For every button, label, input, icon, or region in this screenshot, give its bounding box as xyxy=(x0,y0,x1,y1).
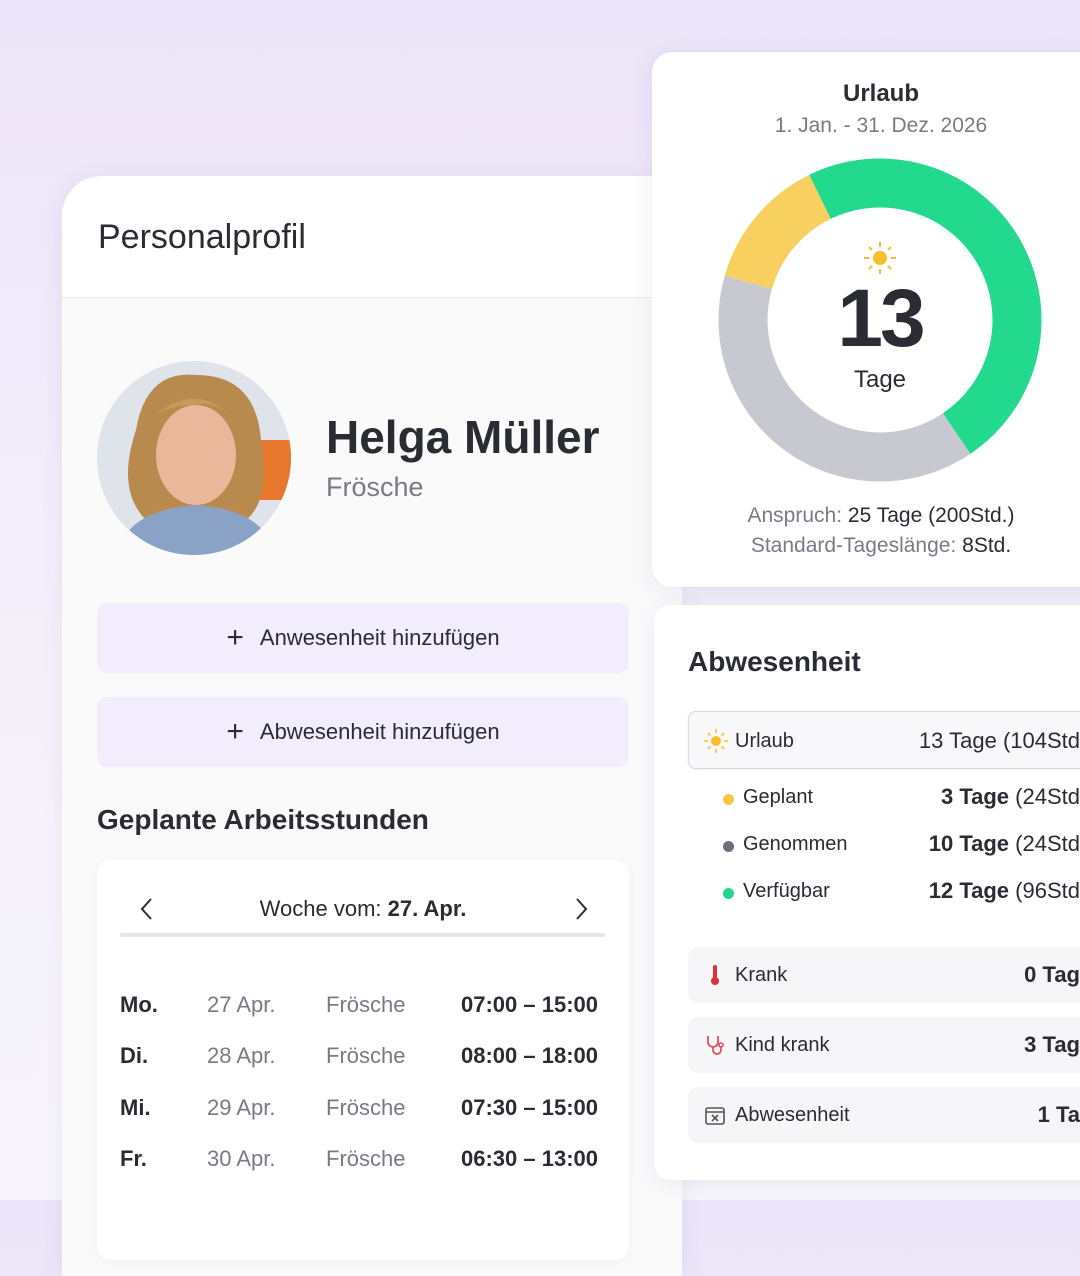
entitlement-label: Anspruch: xyxy=(747,504,843,527)
breakdown-detail: (24Std xyxy=(1015,784,1080,809)
vacation-total: 13 Tage (104Std xyxy=(919,728,1080,754)
absence-value: 1 Ta xyxy=(1037,1102,1080,1127)
donut-planned xyxy=(724,174,832,290)
vacation-value: 13 Tage xyxy=(918,728,997,753)
group: Frösche xyxy=(326,1043,406,1068)
entitlement-value: 25 Tage (200Std.) xyxy=(847,504,1015,527)
donut-taken xyxy=(718,275,971,482)
next-week[interactable] xyxy=(570,896,592,922)
sun-icon xyxy=(864,242,896,274)
entitlement: Anspruch: 25 Tage (200Std.) xyxy=(652,504,1080,528)
profile-title: Personalprofil xyxy=(98,218,306,256)
breakdown-label: Genommen xyxy=(743,833,848,855)
remaining-unit: Tage xyxy=(853,366,907,393)
absence-icon xyxy=(707,1036,724,1055)
plus-icon: + xyxy=(226,715,244,748)
absence-label: Kind krank xyxy=(735,1034,830,1056)
vacation-period: 1. Jan. - 31. Dez. 2026 xyxy=(774,114,988,137)
page: Personalprofil Helga Müller Frösche + Anw… xyxy=(0,0,1080,1200)
absence-icon xyxy=(711,965,719,985)
time: 07:30 – 15:00 xyxy=(461,1095,598,1120)
legend-dot xyxy=(723,888,734,899)
absence-value: 3 Tag xyxy=(1024,1032,1080,1057)
time: 06:30 – 13:00 xyxy=(461,1146,598,1171)
vacation-title: Urlaub xyxy=(842,80,919,107)
time: 08:00 – 18:00 xyxy=(461,1043,598,1068)
legend-dot xyxy=(723,794,734,805)
breakdown-label: Verfügbar xyxy=(743,880,830,902)
absence-icon xyxy=(705,1107,725,1125)
vacation-detail: (104Std xyxy=(1002,728,1080,753)
absence-label: Krank xyxy=(735,964,788,986)
day-length-label: Standard-Tageslänge: xyxy=(750,534,957,557)
breakdown-total: 10 Tage (24Std xyxy=(929,831,1080,857)
day: Di. xyxy=(120,1043,149,1068)
profile-header xyxy=(62,176,682,298)
button-label: Abwesenheit hinzufügen xyxy=(259,719,500,744)
date: 29 Apr. xyxy=(207,1095,276,1120)
day-length-value: 8Std. xyxy=(962,534,1012,557)
week-card xyxy=(97,860,629,1260)
remaining-days: 13 xyxy=(837,273,925,364)
avatar xyxy=(97,361,291,555)
time: 07:00 – 15:00 xyxy=(461,992,598,1017)
breakdown-value: 3 Tage xyxy=(940,784,1010,809)
group: Frösche xyxy=(326,1095,406,1120)
absence-value: 0 Tag xyxy=(1024,962,1080,987)
vacation-row[interactable] xyxy=(688,711,1080,769)
add-absence-button[interactable]: + Abwesenheit hinzufügen xyxy=(97,697,629,767)
absence-row[interactable] xyxy=(688,947,1080,1003)
breakdown-value: 10 Tage xyxy=(928,831,1010,856)
date: 27 Apr. xyxy=(207,992,276,1017)
button-label: Anwesenheit hinzufügen xyxy=(259,625,500,650)
absence-row[interactable] xyxy=(688,1087,1080,1143)
absence-label: Abwesenheit xyxy=(735,1104,850,1126)
absence-row[interactable] xyxy=(688,1017,1080,1073)
vacation-donut xyxy=(718,158,1042,482)
breakdown-detail: (96Std xyxy=(1015,878,1080,903)
donut-available xyxy=(809,158,1042,454)
day: Fr. xyxy=(120,1146,147,1171)
day-length: Standard-Tageslänge: 8Std. xyxy=(652,534,1080,558)
week-value: 27. Apr. xyxy=(387,896,467,921)
week-label: Woche vom: xyxy=(259,896,382,921)
breakdown-total: 3 Tage (24Std xyxy=(941,784,1080,810)
week-selector: Woche vom: 27. Apr. xyxy=(97,896,629,922)
legend-dot xyxy=(723,841,734,852)
date: 30 Apr. xyxy=(207,1146,276,1171)
day: Mi. xyxy=(120,1095,151,1120)
breakdown-label: Geplant xyxy=(743,786,814,808)
day: Mo. xyxy=(120,992,158,1017)
absence-title: Abwesenheit xyxy=(688,646,861,677)
group: Frösche xyxy=(326,1146,406,1171)
add-attendance-button[interactable]: + Anwesenheit hinzufügen xyxy=(97,603,629,673)
plus-icon: + xyxy=(226,621,244,654)
vacation-label: Urlaub xyxy=(735,730,794,752)
employee-name: Helga Müller xyxy=(326,411,600,463)
schedule-title: Geplante Arbeitsstunden xyxy=(97,804,429,835)
breakdown-total: 12 Tage (96Std xyxy=(929,878,1080,904)
group: Frösche xyxy=(326,992,406,1017)
prev-week[interactable] xyxy=(136,896,158,922)
breakdown-value: 12 Tage xyxy=(928,878,1010,903)
week-divider xyxy=(120,933,605,937)
date: 28 Apr. xyxy=(207,1043,276,1068)
employee-group: Frösche xyxy=(326,472,424,502)
sun-icon xyxy=(704,729,728,753)
breakdown-detail: (24Std xyxy=(1015,831,1080,856)
